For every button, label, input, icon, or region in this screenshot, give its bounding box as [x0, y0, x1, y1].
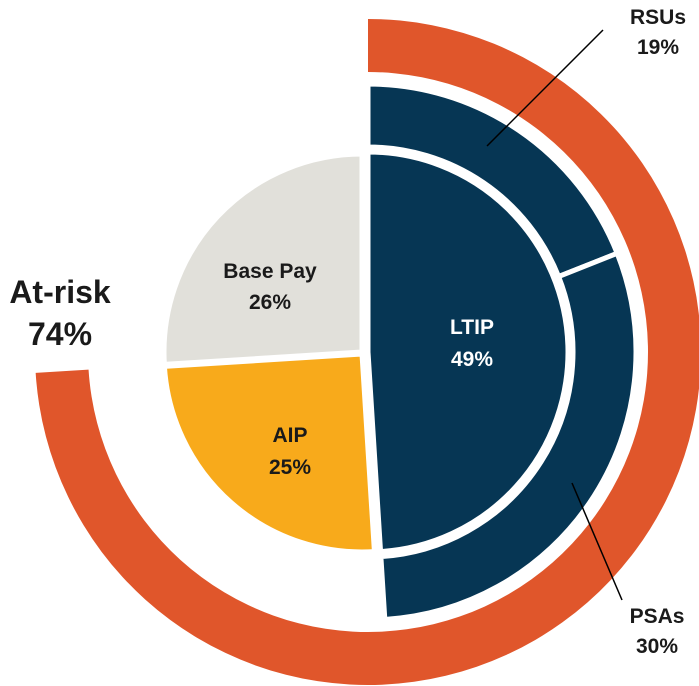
rsus-label: RSUs: [630, 6, 686, 29]
aip-value-label: 25%: [269, 456, 311, 479]
base-pay-value-label: 26%: [249, 291, 291, 314]
at-risk-value-label: 74%: [28, 316, 92, 352]
psas-leader-line: [571, 482, 623, 601]
at-risk-label: At-risk: [9, 274, 111, 310]
psas-value-label: 30%: [636, 635, 678, 658]
psas-label: PSAs: [630, 605, 685, 628]
aip-pie-slice: [161, 351, 378, 555]
ltip-value-label: 49%: [451, 348, 493, 371]
base-pay-pie-slice: [161, 151, 365, 368]
rsus-value-label: 19%: [637, 36, 679, 59]
aip-label: AIP: [272, 424, 307, 447]
psas-ring-segment: [378, 250, 639, 623]
base-pay-label: Base Pay: [223, 260, 317, 283]
rsus-leader-line: [486, 29, 604, 147]
ltip-label: LTIP: [450, 316, 494, 339]
ltip-pie-slice: [365, 149, 571, 555]
